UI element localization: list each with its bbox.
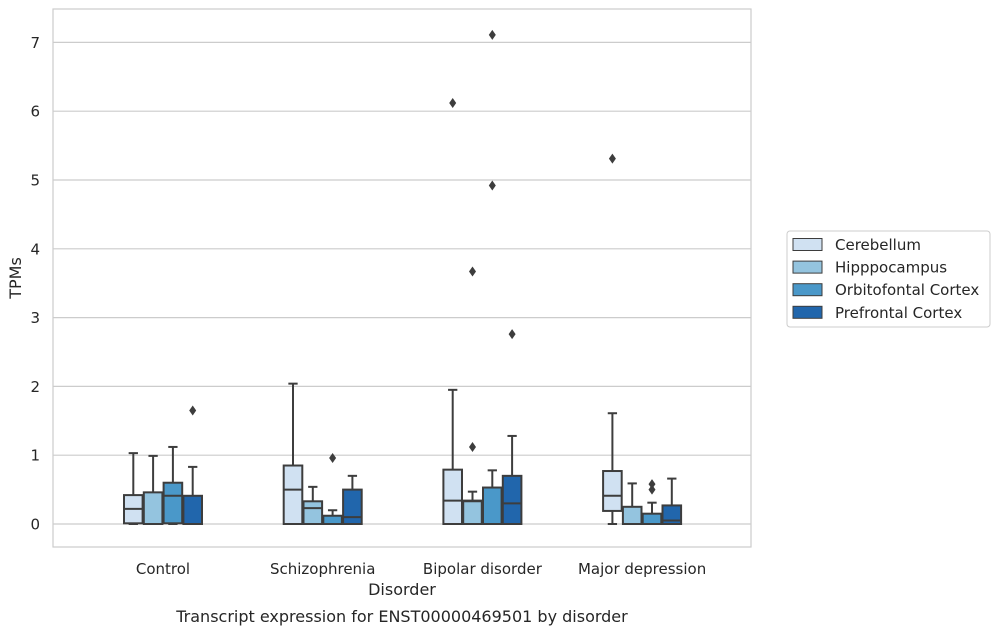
y-tick-label: 5	[30, 172, 40, 190]
box-group	[282, 382, 363, 526]
y-tick-label: 4	[30, 240, 40, 258]
y-tick-label: 7	[30, 34, 40, 52]
box-group	[442, 29, 523, 526]
x-axis-ticks: Control Schizophrenia Bipolar disorder Majo…	[136, 560, 706, 578]
gridlines	[53, 41, 751, 525]
x-tick-label: Schizophrenia	[270, 560, 375, 578]
legend-frame	[786, 230, 991, 328]
box-hipppocampus	[621, 505, 643, 525]
outlier-point	[469, 266, 476, 277]
outlier-point	[648, 484, 656, 495]
legend-swatch	[792, 283, 823, 297]
outlier-point	[469, 441, 476, 452]
box-group	[602, 153, 683, 526]
legend-swatch	[792, 260, 823, 274]
box-prefrontal-cortex	[342, 488, 363, 526]
y-tick-label: 1	[30, 447, 40, 465]
legend-label: Hipppocampus	[835, 259, 947, 277]
box-cerebellum	[282, 464, 304, 525]
legend-label: Orbitofontal Cortex	[835, 281, 979, 299]
outlier-point	[488, 180, 496, 191]
y-tick-label: 2	[30, 378, 40, 396]
box-prefrontal-cortex	[182, 494, 203, 525]
outlier-point	[608, 153, 616, 164]
x-tick-label: Bipolar disorder	[423, 560, 543, 578]
box-cerebellum	[442, 468, 463, 526]
legend-label: Cerebellum	[835, 236, 921, 254]
box-orbitofontal-cortex	[162, 481, 184, 525]
outlier-point	[449, 97, 457, 108]
y-tick-label: 3	[30, 309, 40, 327]
outlier-point	[329, 452, 337, 463]
box-orbitofontal-cortex	[482, 486, 503, 526]
y-tick-label: 6	[30, 103, 40, 121]
box-hipppocampus	[142, 491, 164, 525]
plot-frame	[52, 8, 752, 548]
box-group	[123, 405, 203, 525]
plot-area	[53, 9, 751, 547]
chart-caption: Transcript expression for ENST0000046950…	[175, 607, 628, 626]
x-tick-label: Major depression	[578, 560, 706, 578]
outlier-point	[648, 479, 656, 490]
legend-swatch	[792, 238, 823, 251]
legend-swatch	[792, 305, 823, 319]
box-cerebellum	[602, 470, 623, 512]
outlier-point	[189, 405, 197, 416]
x-axis-label: Disorder	[368, 580, 436, 599]
box-groups	[123, 29, 683, 526]
outlier-point	[508, 329, 516, 340]
outlier-point	[488, 29, 496, 40]
box-orbitofontal-cortex	[322, 514, 343, 526]
box-hipppocampus	[462, 499, 483, 526]
legend: Cerebellum Hipppocampus Orbitofontal Corte…	[786, 230, 991, 328]
box-orbitofontal-cortex	[641, 512, 663, 525]
x-tick-label: Control	[136, 560, 190, 578]
y-tick-label: 0	[30, 516, 40, 534]
box-prefrontal-cortex	[501, 474, 523, 525]
y-axis-ticks: 0 1 2 3 4 5 6 7	[30, 34, 40, 534]
box-hipppocampus	[302, 500, 324, 525]
legend-label: Prefrontal Cortex	[835, 304, 962, 322]
box-prefrontal-cortex	[661, 504, 683, 526]
y-axis-label: TPMs	[6, 257, 25, 300]
